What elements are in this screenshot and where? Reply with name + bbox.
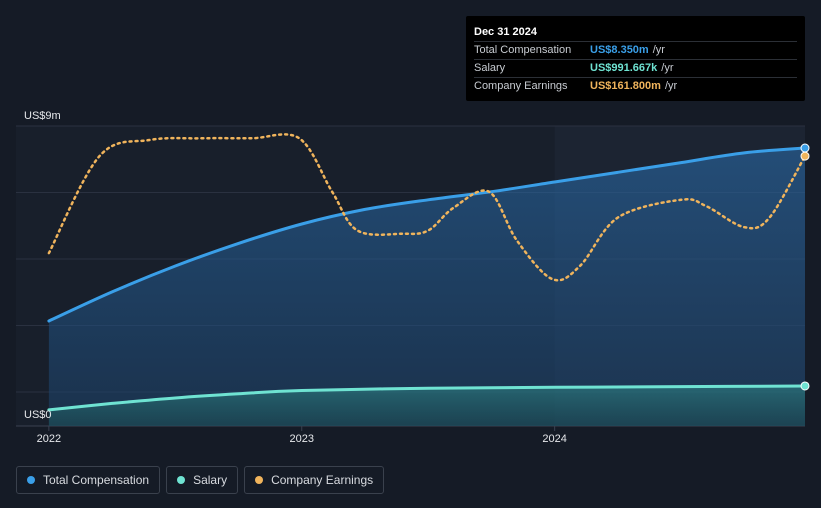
total-compensation-end-point: [800, 143, 810, 153]
x-tick-label: 2022: [37, 433, 61, 445]
tooltip: Dec 31 2024 Total Compensation US$8.350m…: [466, 16, 805, 101]
company-earnings-line: [47, 133, 807, 282]
legend-label: Total Compensation: [43, 473, 150, 487]
x-tick-label: 2023: [290, 433, 314, 445]
tooltip-value: US$161.800m: [590, 80, 661, 92]
x-tick-label: 2024: [542, 433, 566, 445]
legend-dot-icon: [27, 476, 35, 484]
legend-dot-icon: [255, 476, 264, 484]
tooltip-label: Salary: [474, 62, 506, 74]
tooltip-label: Total Compensation: [474, 44, 572, 56]
y-axis-top-label: US$9m: [24, 110, 61, 122]
tooltip-unit: /yr: [661, 62, 674, 74]
salary-area: [48, 386, 805, 426]
legend-label: Salary: [193, 473, 228, 487]
y-axis-bottom-label: US$0: [24, 409, 52, 421]
tooltip-date: Dec 31 2024: [474, 26, 537, 38]
tooltip-value: US$991.667k: [590, 62, 658, 74]
total-compensation-line: [47, 146, 807, 323]
company-earnings-end-point: [800, 151, 810, 161]
tooltip-unit: /yr: [664, 80, 678, 92]
tooltip-label: Company Earnings: [474, 80, 568, 92]
legend-item-salary[interactable]: Salary: [166, 466, 239, 494]
tooltip-value: US$8.350m: [590, 44, 649, 56]
legend-item-total-compensation[interactable]: Total Compensation: [16, 466, 161, 494]
legend-dot-icon: [177, 476, 186, 484]
salary-end-point: [800, 381, 810, 391]
legend-item-company-earnings[interactable]: Company Earnings: [244, 466, 385, 494]
salary-line: [47, 384, 807, 412]
legend-label: Company Earnings: [271, 473, 374, 487]
tooltip-row-salary: Salary US$991.667k /yr: [474, 59, 797, 77]
tooltip-unit: /yr: [652, 44, 665, 56]
tooltip-row-total-compensation: Total Compensation US$8.350m /yr: [474, 41, 797, 59]
legend: Total Compensation Salary Company Earnin…: [16, 466, 385, 494]
tooltip-row-company-earnings: Company Earnings US$161.800m /yr: [474, 77, 797, 95]
